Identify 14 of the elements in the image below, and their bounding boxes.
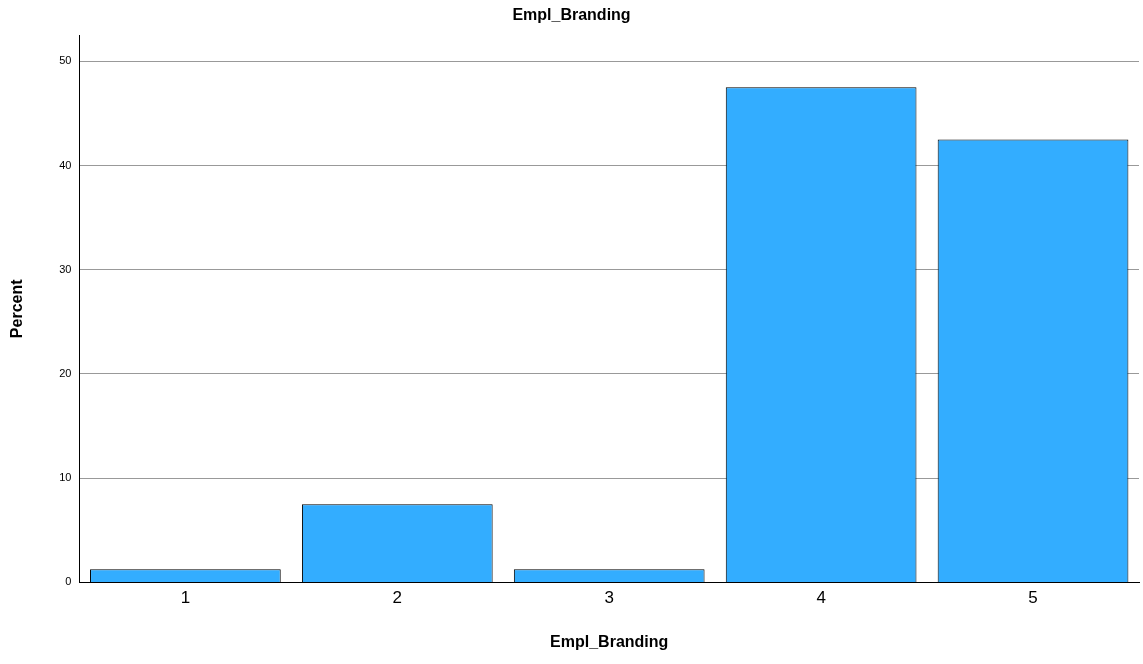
- chart-title: Empl_Branding: [512, 6, 631, 24]
- y-axis-title: Percent: [8, 278, 26, 339]
- x-axis-title: Empl_Branding: [550, 632, 669, 650]
- y-tick-label: 50: [59, 54, 72, 67]
- x-tick-label: 4: [816, 588, 826, 608]
- y-tick-label: 30: [59, 262, 72, 275]
- y-tick-label: 10: [59, 471, 72, 484]
- x-tick-label: 2: [392, 588, 403, 608]
- y-tick-label: 0: [65, 575, 72, 588]
- x-tick-label: 5: [1028, 588, 1038, 608]
- x-tick-label: 3: [604, 588, 614, 608]
- y-tick-label: 20: [59, 366, 72, 379]
- y-tick-label: 40: [59, 158, 72, 171]
- x-tick-label: 1: [180, 588, 191, 608]
